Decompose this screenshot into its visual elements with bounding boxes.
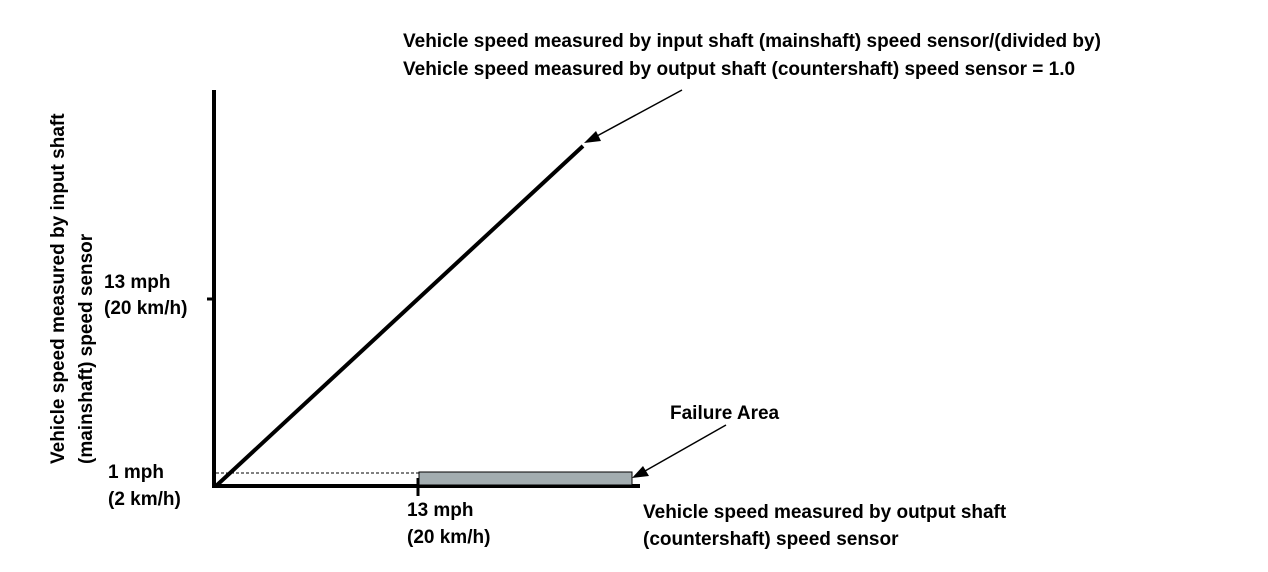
failure-arrowhead <box>632 466 649 478</box>
ratio-pointer-line <box>596 89 683 137</box>
ratio-line <box>214 144 585 488</box>
ratio-annotation-line2: Vehicle speed measured by output shaft (… <box>403 59 1075 80</box>
failure-pointer-line <box>644 424 727 472</box>
y-tick-low-label-line1: 1 mph <box>108 462 164 483</box>
y-axis-title-line1: Vehicle speed measured by input shaft <box>48 113 69 464</box>
ratio-annotation-line1: Vehicle speed measured by input shaft (m… <box>403 31 1101 52</box>
y-tick-high-label-line2: (20 km/h) <box>104 298 187 319</box>
failure-area-label: Failure Area <box>670 403 780 424</box>
y-tick-low-label-line2: (2 km/h) <box>108 489 181 510</box>
failure-area-rect <box>418 471 633 486</box>
y-axis-title-line2: (mainshaft) speed sensor <box>76 233 97 464</box>
x-tick-label-line1: 13 mph <box>407 500 474 521</box>
x-tick-label-line2: (20 km/h) <box>407 527 490 548</box>
x-axis-title-line1: Vehicle speed measured by output shaft <box>643 502 1007 523</box>
y-tick-high-label-line1: 13 mph <box>104 272 171 293</box>
ratio-arrowhead <box>584 131 601 143</box>
x-axis-title-line2: (countershaft) speed sensor <box>643 529 899 550</box>
